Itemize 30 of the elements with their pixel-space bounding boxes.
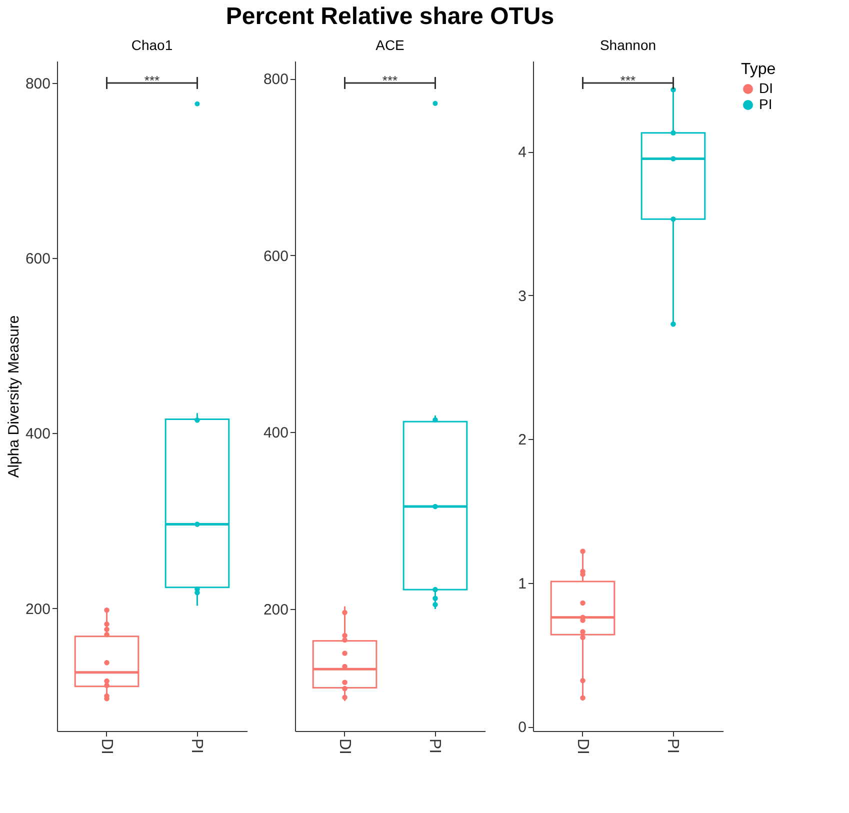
annotation: *** [382, 73, 398, 88]
y-tick-label: 3 [518, 288, 526, 305]
y-tick-label: 600 [263, 248, 288, 265]
y-tick-label: 200 [25, 600, 50, 618]
x-tick-label: DI [574, 738, 591, 754]
y-axis-title: Alpha Diversity Measure [5, 315, 22, 478]
y-tick-label: 4 [518, 144, 526, 162]
x-tick-label: PI [664, 738, 682, 754]
x-tick-label: DI [98, 738, 115, 754]
y-tick-label: 600 [25, 250, 50, 268]
chart-subtitle: ACE [376, 37, 404, 53]
y-tick-label: 1 [518, 575, 526, 592]
y-tick-label: 400 [263, 424, 288, 442]
y-tick-label: 200 [263, 602, 288, 619]
legend-title: Type [741, 61, 776, 78]
annotation: *** [144, 73, 160, 88]
y-tick-label: 800 [263, 71, 288, 88]
chart-subtitle: Shannon [600, 37, 656, 53]
y-tick-label: 0 [518, 719, 526, 736]
chart-subtitle: Chao1 [131, 37, 173, 53]
y-tick-label: 2 [518, 432, 526, 449]
x-tick-label: PI [426, 738, 444, 754]
y-tick-label: 400 [25, 426, 50, 443]
chart-title: Percent Relative share OTUs [226, 3, 554, 30]
y-tick-label: 800 [25, 75, 50, 92]
x-tick-label: DI [336, 738, 353, 754]
legend-label: PI [759, 96, 772, 112]
x-tick-label: PI [188, 738, 206, 754]
legend-label: DI [759, 80, 773, 96]
annotation: *** [620, 73, 636, 88]
